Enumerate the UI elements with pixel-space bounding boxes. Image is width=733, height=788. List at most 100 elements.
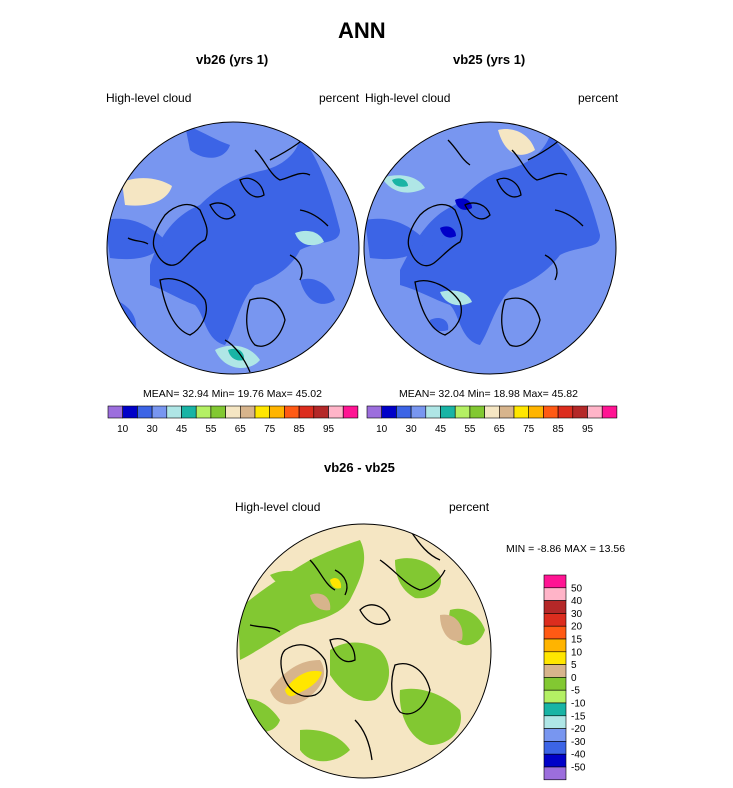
colorbar-right-swatch	[543, 405, 559, 419]
colorbar-diff-tick-label: -40	[571, 750, 586, 761]
colorbar-left-swatch	[181, 405, 197, 419]
panel-left-stats: MEAN= 32.94 Min= 19.76 Max= 45.02	[143, 388, 322, 400]
colorbar-left-swatch	[298, 405, 315, 419]
colorbar-left-swatch	[107, 405, 123, 419]
panel-right-stats: MEAN= 32.04 Min= 18.98 Max= 45.82	[399, 388, 578, 400]
colorbar-diff-swatch	[543, 702, 567, 717]
colorbar-diff-swatch	[543, 625, 567, 640]
colorbar-left-swatch	[313, 405, 329, 419]
colorbar-diff-tick-label: -15	[571, 711, 586, 722]
colorbar-left-swatch	[151, 405, 168, 419]
panel-diff-stats: MIN = -8.86 MAX = 13.56	[506, 543, 626, 555]
panel-diff-title: vb26 - vb25	[324, 460, 395, 475]
colorbar-diff-swatch	[543, 587, 567, 601]
colorbar-diff-tick-label: -20	[571, 724, 586, 735]
colorbar-diff-tick-label: 40	[571, 596, 583, 607]
colorbar-diff-tick-label: 30	[571, 609, 583, 620]
colorbar-right-swatch	[499, 405, 515, 419]
colorbar-diff-swatch	[543, 766, 567, 781]
panel-left-variable-label: High-level cloud	[106, 91, 192, 105]
panel-left-title: vb26 (yrs 1)	[196, 52, 269, 67]
map-diff	[237, 524, 491, 778]
panel-right-mean-label: MEAN=	[399, 388, 436, 400]
colorbar-right-swatch	[396, 405, 412, 419]
colorbar-right-tick-label: 65	[494, 424, 506, 435]
colorbar-left-swatch	[166, 405, 182, 419]
colorbar-right-tick-label: 55	[464, 424, 476, 435]
colorbar-left: 10 30 45 55 65 75 85 95	[107, 405, 359, 435]
colorbar-right-tick-label: 30	[406, 424, 418, 435]
colorbar-diff-tick-label: -10	[571, 699, 586, 710]
colorbar-right-swatch	[381, 405, 397, 419]
figure-title: ANN	[338, 18, 386, 43]
colorbar-diff-tick-label: 50	[571, 583, 583, 594]
colorbar-left-swatch	[195, 405, 212, 419]
colorbar-left-swatch	[269, 405, 285, 419]
colorbar-right-tick-label: 85	[553, 424, 565, 435]
map-right	[364, 122, 616, 374]
colorbar-left-tick-label: 95	[323, 424, 335, 435]
left-map-deep-region	[150, 135, 340, 345]
colorbar-diff-swatch	[543, 651, 567, 665]
panel-left-min-label: Min=	[211, 388, 235, 400]
colorbar-diff-swatch	[543, 664, 567, 678]
panel-left-mean-value: 32.94	[182, 388, 209, 400]
colorbar-diff-tick-label: 10	[571, 647, 583, 658]
panel-right-min-value: 18.98	[493, 388, 520, 400]
colorbar-diff-swatch	[543, 677, 567, 691]
colorbar-diff-swatch	[543, 715, 567, 729]
colorbar-right-swatch	[587, 405, 603, 419]
colorbar-diff-swatch	[543, 753, 567, 768]
colorbar-diff-swatch	[543, 741, 567, 755]
panel-right-max-label: Max=	[522, 388, 549, 400]
colorbar-left-swatch	[137, 405, 153, 419]
colorbar-diff-swatch	[543, 574, 567, 589]
colorbar-left-swatch	[328, 405, 344, 419]
colorbar-diff-tick-label: -5	[571, 686, 580, 697]
colorbar-diff-tick-label: 15	[571, 635, 583, 646]
colorbar-left-swatch	[240, 405, 256, 419]
colorbar-left-tick-label: 45	[176, 424, 188, 435]
colorbar-right-swatch	[366, 405, 382, 419]
colorbar-diff-swatch	[543, 728, 567, 742]
colorbar-right: 10 30 45 55 65 75 85 95	[366, 405, 618, 435]
colorbar-left-tick-label: 75	[264, 424, 276, 435]
colorbar-left-swatch	[284, 405, 300, 419]
colorbar-right-swatch	[454, 405, 471, 419]
colorbar-diff-swatch	[543, 600, 567, 614]
colorbar-diff-swatch	[543, 638, 567, 653]
colorbar-left-tick-label: 30	[147, 424, 159, 435]
colorbar-diff-tick-label: -30	[571, 737, 586, 748]
panel-left-min-value: 19.76	[237, 388, 264, 400]
colorbar-diff-tick-label: 0	[571, 673, 577, 684]
panel-diff-variable-label: High-level cloud	[235, 500, 321, 514]
colorbar-right-tick-label: 95	[582, 424, 594, 435]
colorbar-right-swatch	[528, 405, 544, 419]
colorbar-left-tick-label: 55	[205, 424, 217, 435]
colorbar-right-swatch	[425, 405, 441, 419]
panel-right-max-value: 45.82	[551, 388, 578, 400]
panel-left-mean-label: MEAN=	[143, 388, 180, 400]
colorbar-right-swatch	[410, 405, 427, 419]
panel-left-max-value: 45.02	[295, 388, 322, 400]
colorbar-diff-tick-label: 5	[571, 660, 577, 671]
panel-left-units-label: percent	[319, 91, 360, 105]
colorbar-right-swatch	[440, 405, 456, 419]
panel-right-title: vb25 (yrs 1)	[453, 52, 526, 67]
panel-right-min-label: Min=	[467, 388, 491, 400]
panel-right-units-label: percent	[578, 91, 619, 105]
colorbar-left-swatch	[210, 405, 226, 419]
colorbar-left-swatch	[342, 405, 359, 419]
colorbar-diff-tick-label: -50	[571, 763, 586, 774]
colorbar-left-tick-label: 65	[235, 424, 247, 435]
colorbar-diff-swatch	[543, 613, 567, 627]
colorbar-left-tick-label: 10	[117, 424, 129, 435]
panel-right-mean-value: 32.04	[438, 388, 465, 400]
panel-right-variable-label: High-level cloud	[365, 91, 451, 105]
colorbar-left-swatch	[254, 405, 270, 419]
colorbar-right-swatch	[469, 405, 485, 419]
colorbar-diff-swatch	[543, 689, 567, 704]
colorbar-left-tick-label: 85	[294, 424, 306, 435]
